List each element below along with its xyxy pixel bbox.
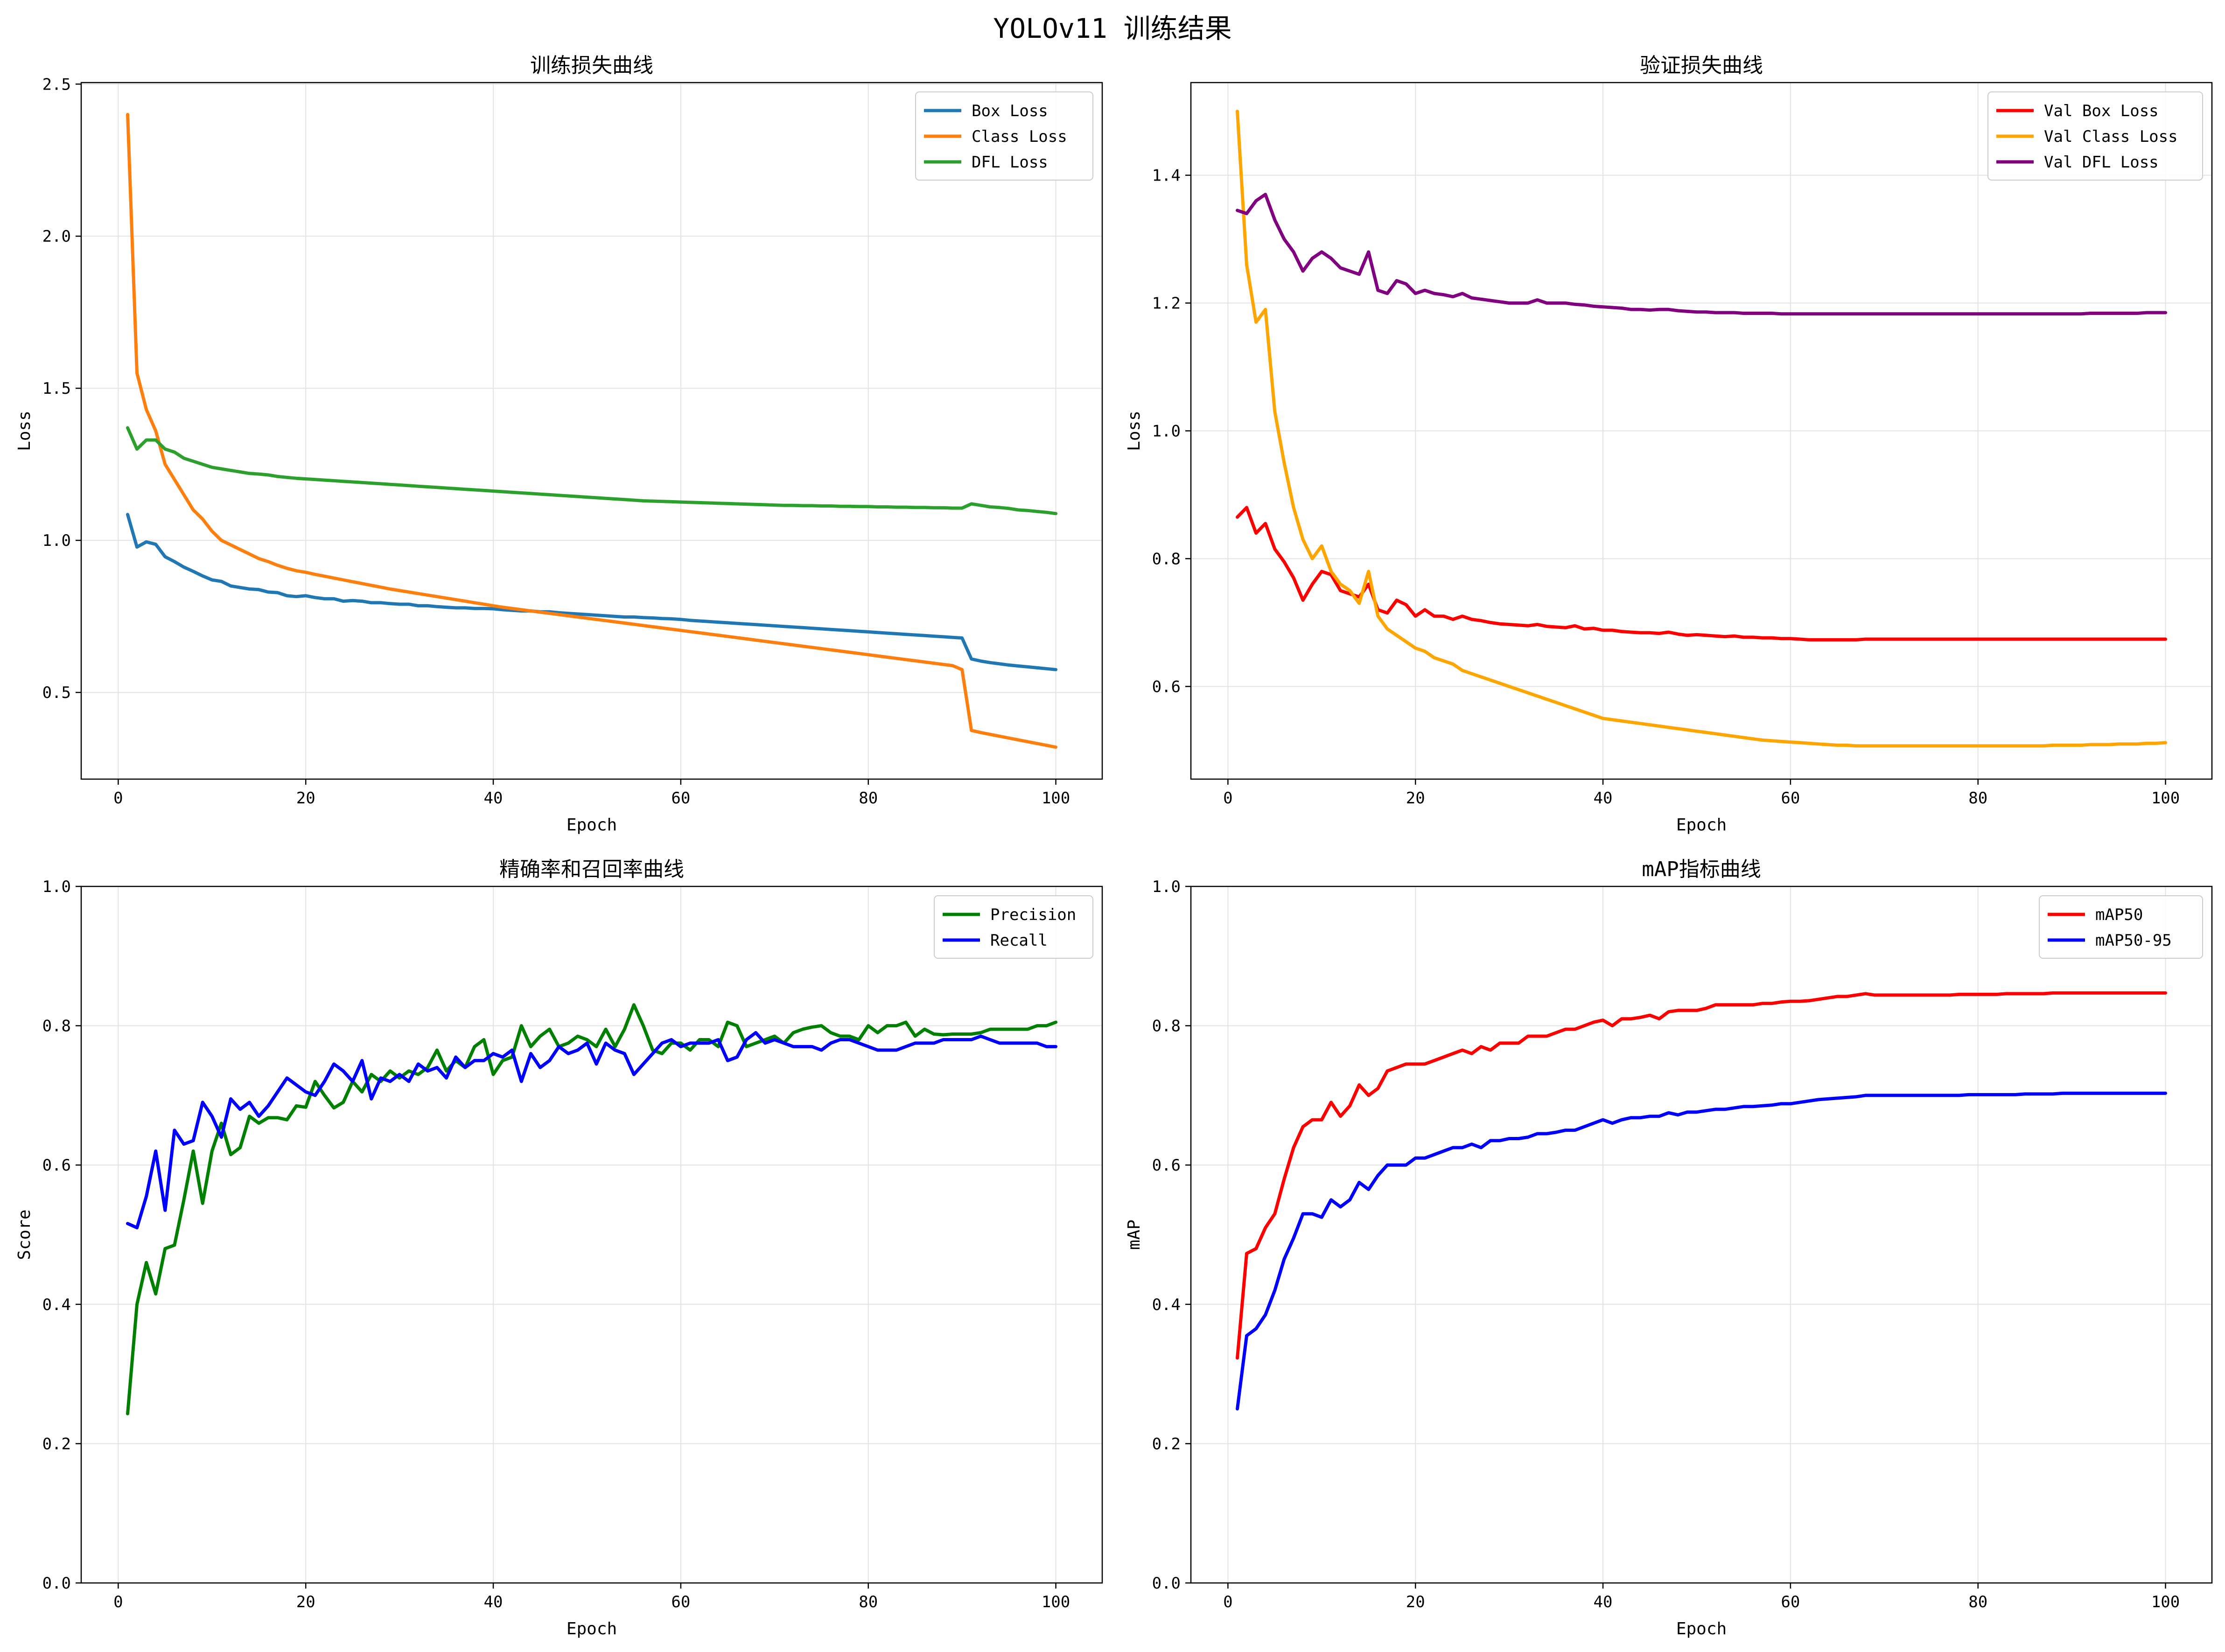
y-tick-label: 1.4 — [1152, 167, 1181, 185]
legend-box — [2039, 895, 2203, 959]
y-tick-label: 0.6 — [1152, 1156, 1181, 1175]
y-tick-label: 0.6 — [1152, 677, 1181, 696]
x-tick-label: 20 — [1406, 1593, 1425, 1611]
x-tick-label: 80 — [1968, 789, 1987, 808]
y-tick-label: 0.8 — [1152, 1017, 1181, 1036]
y-tick-label: 0.4 — [42, 1296, 71, 1314]
y-tick-label: 0.5 — [42, 683, 71, 702]
x-axis-label: Epoch — [1676, 1619, 1727, 1638]
x-tick-label: 100 — [2151, 789, 2180, 808]
y-axis-label: Score — [15, 1209, 34, 1260]
y-axis-label: mAP — [1125, 1220, 1144, 1250]
x-tick-label: 0 — [113, 789, 123, 808]
series-line-1 — [126, 513, 1057, 671]
y-tick-label: 1.2 — [1152, 294, 1181, 313]
legend-label: Val Class Loss — [2044, 127, 2178, 146]
legend: Val Box Loss Val Class Loss Val DFL Loss — [1987, 91, 2203, 181]
legend-box — [934, 895, 1093, 959]
x-tick-label: 40 — [484, 789, 503, 808]
y-tick-label: 0.0 — [42, 1574, 71, 1593]
x-axis-label: Epoch — [567, 816, 617, 835]
legend-label: DFL Loss — [972, 153, 1048, 172]
y-tick-label: 1.0 — [1152, 422, 1181, 441]
series-line-1 — [126, 1003, 1057, 1415]
x-tick-label: 100 — [1042, 789, 1070, 808]
y-tick-label: 1.0 — [42, 878, 71, 896]
x-tick-label: 40 — [1594, 789, 1613, 808]
chart-panel-4: 0 20 40 60 80 100 0.0 0.2 0.4 0.6 0.8 1.0 mAP指标曲线 Epo… — [1125, 857, 2213, 1638]
x-tick-label: 40 — [1594, 1593, 1613, 1611]
chart-panel-1: 0 20 40 60 80 100 0.5 1.0 1.5 2.0 2.5 训练损失曲线 Epoch Lo… — [15, 54, 1103, 835]
legend-label: Val Box Loss — [2044, 102, 2159, 120]
y-tick-label: 2.5 — [42, 75, 71, 94]
x-tick-label: 100 — [1042, 1593, 1070, 1611]
series-line-2 — [1236, 110, 2167, 748]
x-axis-label: Epoch — [567, 1619, 617, 1638]
y-tick-label: 0.2 — [42, 1435, 71, 1453]
x-tick-label: 20 — [1406, 789, 1425, 808]
y-tick-label: 1.5 — [42, 379, 71, 398]
legend-label: Class Loss — [972, 127, 1067, 146]
y-tick-label: 0.0 — [1152, 1574, 1181, 1593]
legend-box — [915, 91, 1093, 181]
x-tick-label: 80 — [859, 1593, 878, 1611]
x-tick-label: 20 — [296, 1593, 315, 1611]
legend-label: Box Loss — [972, 102, 1048, 120]
series-line-1 — [1236, 506, 2167, 641]
y-axis-label: Loss — [15, 411, 34, 451]
legend: Box Loss Class Loss DFL Loss — [915, 91, 1093, 181]
chart-title: 精确率和召回率曲线 — [499, 857, 684, 881]
x-tick-label: 60 — [1781, 789, 1800, 808]
figure-title: YOLOv11 训练结果 — [993, 13, 1232, 44]
y-tick-label: 0.2 — [1152, 1435, 1181, 1453]
axes-frame — [80, 885, 1103, 1584]
chart-title: 训练损失曲线 — [530, 54, 653, 77]
x-tick-label: 60 — [671, 789, 690, 808]
y-tick-label: 1.0 — [42, 531, 71, 550]
legend-box — [1987, 91, 2203, 181]
legend-label: Precision — [990, 906, 1076, 924]
x-tick-label: 0 — [1223, 789, 1232, 808]
axes-frame — [1190, 885, 2213, 1584]
x-tick-label: 80 — [1968, 1593, 1987, 1611]
y-tick-label: 0.8 — [42, 1017, 71, 1036]
x-tick-label: 0 — [113, 1593, 123, 1611]
x-tick-label: 20 — [296, 789, 315, 808]
x-tick-label: 80 — [859, 789, 878, 808]
chart-title: mAP指标曲线 — [1642, 857, 1761, 881]
legend: Precision Recall — [934, 895, 1093, 959]
legend-label: mAP50 — [2095, 906, 2143, 924]
series-line-2 — [126, 1031, 1057, 1230]
y-tick-label: 2.0 — [42, 227, 71, 246]
series-line-3 — [1236, 193, 2167, 316]
x-tick-label: 60 — [671, 1593, 690, 1611]
chart-panel-2: 0 20 40 60 80 100 0.6 0.8 1.0 1.2 1.4 验证损失曲线 Epoch Lo… — [1125, 54, 2213, 835]
series-line-2 — [1236, 1091, 2167, 1411]
y-tick-label: 0.8 — [1152, 550, 1181, 568]
x-tick-label: 40 — [484, 1593, 503, 1611]
legend-label: Val DFL Loss — [2044, 153, 2159, 172]
x-axis-label: Epoch — [1676, 816, 1727, 835]
series-line-2 — [126, 113, 1057, 749]
series-line-1 — [1236, 991, 2167, 1360]
chart-panel-3: 0 20 40 60 80 100 0.0 0.2 0.4 0.6 0.8 1.0 精确率和召回率曲线 E… — [15, 857, 1103, 1638]
x-tick-label: 60 — [1781, 1593, 1800, 1611]
y-tick-label: 1.0 — [1152, 878, 1181, 896]
legend-label: Recall — [990, 931, 1048, 950]
y-tick-label: 0.6 — [42, 1156, 71, 1175]
y-axis-label: Loss — [1125, 411, 1144, 451]
series-line-3 — [126, 426, 1057, 516]
x-tick-label: 100 — [2151, 1593, 2180, 1611]
legend-label: mAP50-95 — [2095, 931, 2172, 950]
x-tick-label: 0 — [1223, 1593, 1232, 1611]
axes-frame — [80, 82, 1103, 780]
chart-title: 验证损失曲线 — [1640, 54, 1763, 77]
y-tick-label: 0.4 — [1152, 1296, 1181, 1314]
legend: mAP50 mAP50-95 — [2039, 895, 2203, 959]
